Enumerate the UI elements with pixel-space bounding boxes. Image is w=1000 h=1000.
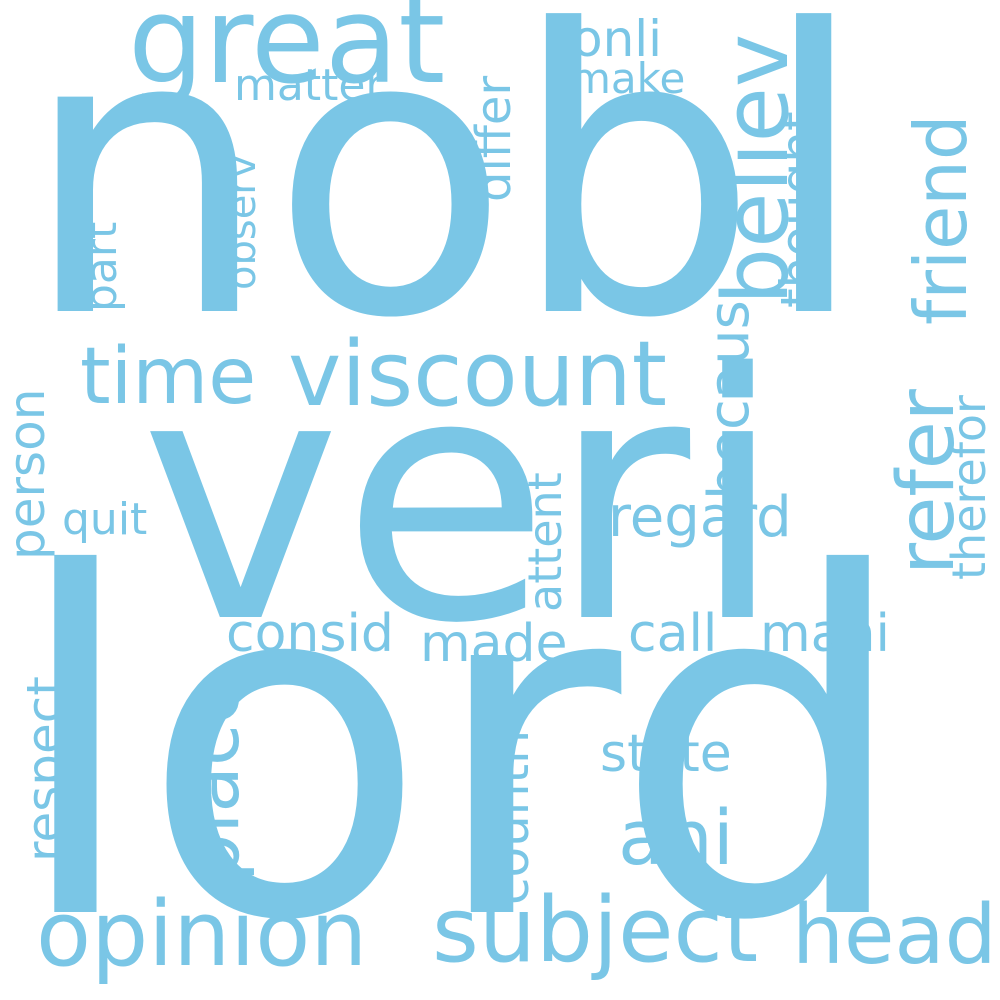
word-quit: quit	[62, 494, 148, 545]
word-respect: respect	[16, 676, 74, 862]
word-great: great	[128, 0, 446, 111]
word-nobl: nobl	[22, 0, 869, 404]
word-mani: mani	[760, 604, 890, 664]
word-made: made	[420, 614, 568, 674]
word-observ: observ	[219, 154, 265, 290]
word-veri: veri	[140, 302, 785, 698]
word-differ: differ	[466, 75, 522, 202]
word-therefor: therefor	[942, 395, 996, 580]
word-regard: regard	[608, 485, 792, 550]
word-viscount: viscount	[288, 322, 668, 427]
word-opinion: opinion	[36, 882, 368, 987]
word-call: call	[628, 604, 718, 664]
word-make: make	[570, 54, 686, 103]
word-lord: lord	[10, 476, 912, 1000]
word-consid: consid	[226, 604, 394, 664]
word-person: person	[0, 388, 56, 560]
word-matter: matter	[234, 60, 384, 111]
word-friend: friend	[899, 114, 983, 325]
word-thought: thought	[770, 111, 828, 308]
word-time: time	[80, 332, 257, 422]
word-head: head	[792, 888, 997, 983]
word-state: state	[600, 724, 732, 784]
word-onli: onli	[572, 10, 663, 68]
word-ani: ani	[618, 793, 734, 882]
word-part: part	[76, 221, 127, 312]
word-place: place	[167, 677, 256, 882]
word-attent: attent	[518, 472, 572, 612]
word-subject: subject	[432, 878, 759, 983]
word-becaus: becaus	[697, 300, 762, 500]
word-countri: countri	[482, 729, 540, 905]
